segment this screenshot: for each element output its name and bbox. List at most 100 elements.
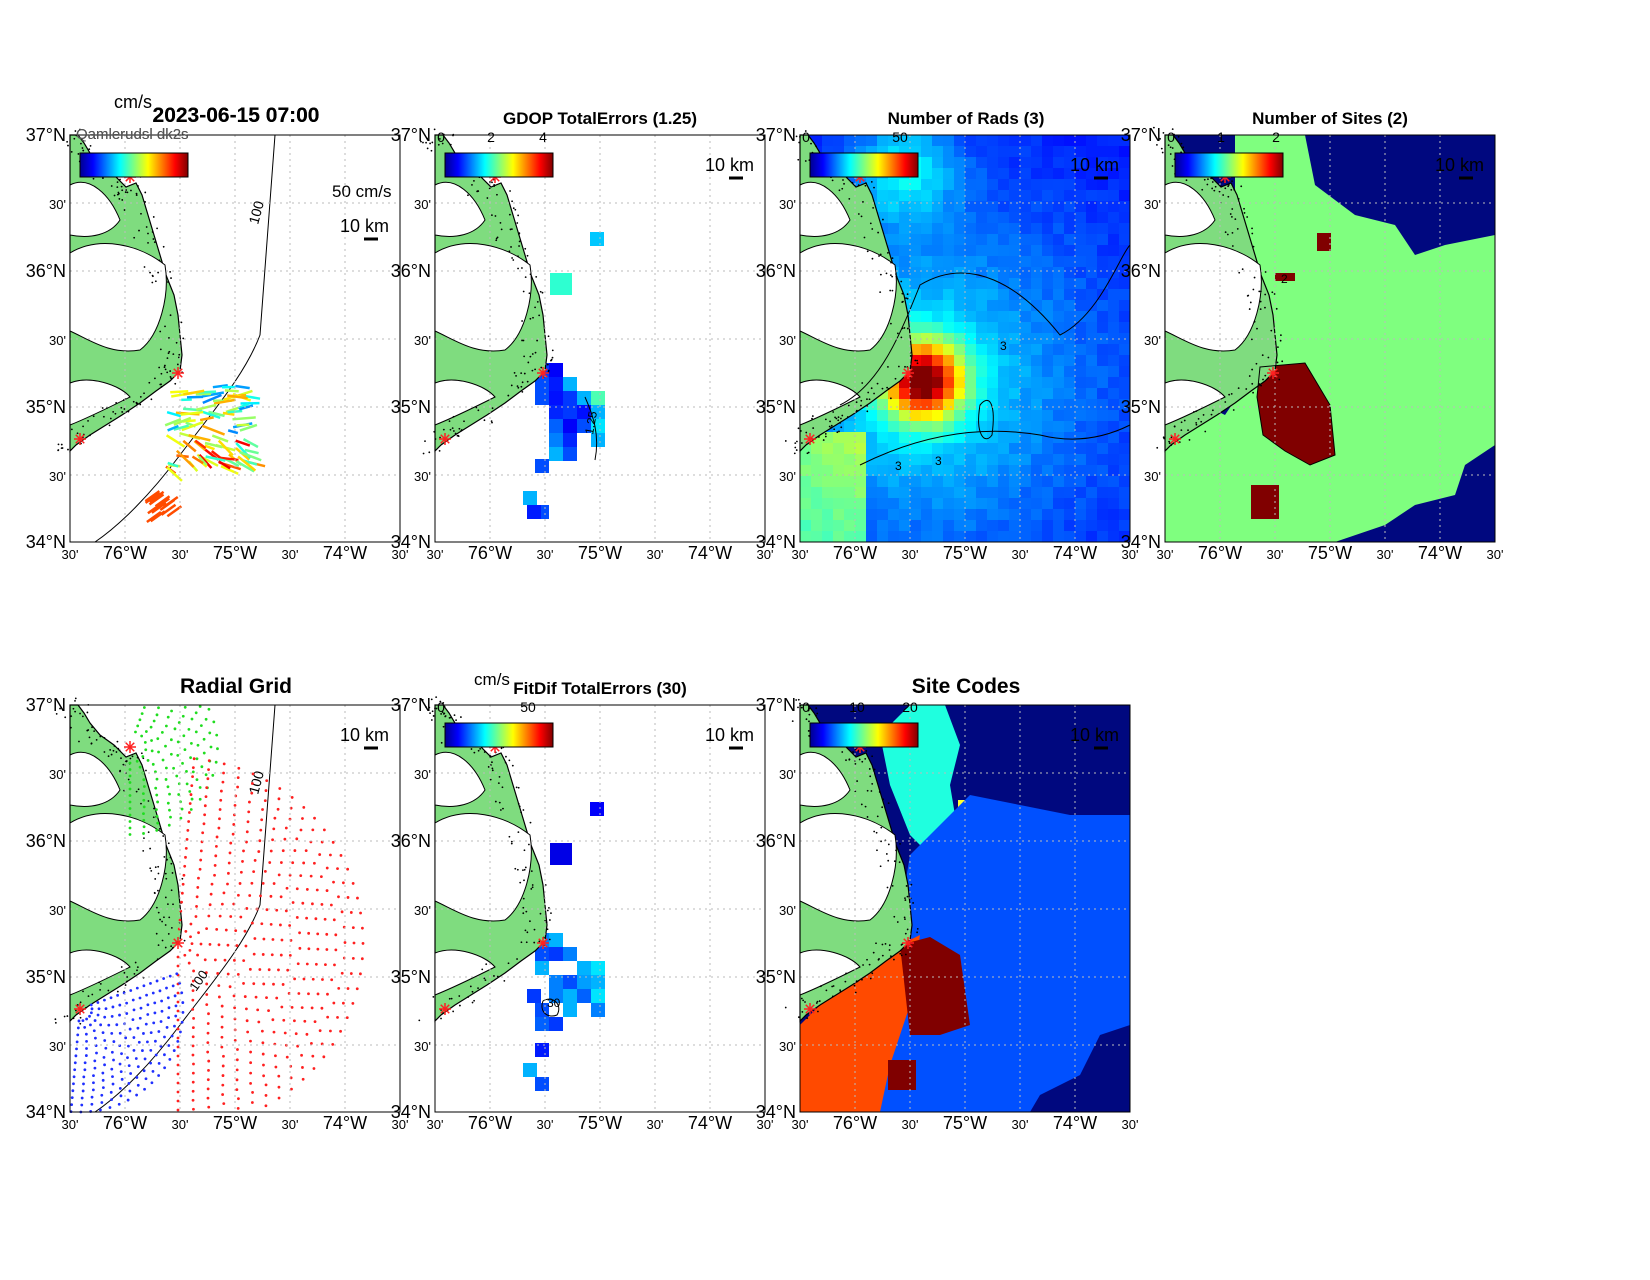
latitude-label: 30' — [1144, 333, 1161, 348]
coast-dot — [167, 903, 169, 905]
coast-dot — [796, 441, 798, 443]
heat-cell — [899, 190, 911, 202]
panel-title: Number of Rads (3) — [888, 109, 1045, 128]
radial-grid-site-2 — [325, 948, 328, 951]
heat-cell — [1053, 234, 1065, 246]
heat-cell — [1009, 300, 1021, 312]
coast-dot — [916, 931, 918, 933]
coast-dot — [806, 1017, 808, 1019]
coast-dot — [418, 1020, 420, 1022]
coast-dot — [1174, 426, 1176, 428]
coast-dot — [856, 410, 858, 412]
coast-dot — [1238, 272, 1240, 274]
heat-cell — [1108, 190, 1120, 202]
radial-grid-site-1 — [191, 798, 194, 801]
coast-dot — [1231, 393, 1233, 395]
coast-dot — [871, 783, 873, 785]
heat-cell — [1064, 476, 1076, 488]
heat-cell — [976, 509, 988, 521]
heat-cell — [1108, 179, 1120, 191]
coast-dot — [914, 360, 916, 362]
coast-dot — [1254, 277, 1256, 279]
coast-dot — [115, 402, 117, 404]
radial-grid-site-2 — [237, 1097, 240, 1100]
radial-grid-site-3 — [128, 1064, 131, 1067]
coast-dot — [154, 878, 156, 880]
heat-cell — [1086, 355, 1098, 367]
heat-cell — [976, 421, 988, 433]
heat-cell — [1031, 135, 1043, 147]
radial-grid-site-3 — [96, 1001, 99, 1004]
coast-dot — [1200, 421, 1202, 423]
heat-cell — [833, 476, 845, 488]
heat-cell — [1119, 179, 1131, 191]
heat-cell — [932, 399, 944, 411]
heat-cell — [1053, 498, 1065, 510]
scale-bar-label: 10 km — [340, 725, 389, 745]
coast-dot — [119, 749, 121, 751]
radial-grid-site-2 — [274, 1054, 277, 1057]
coast-dot — [471, 748, 473, 750]
coast-dot — [1230, 189, 1232, 191]
coast-dot — [1182, 147, 1184, 149]
coast-dot — [528, 844, 530, 846]
radar-site-marker — [172, 367, 184, 379]
radial-grid-site-2 — [191, 1008, 194, 1011]
coast-dot — [439, 450, 441, 452]
radial-grid-site-2 — [183, 865, 186, 868]
heat-cell — [921, 443, 933, 455]
pamlico-sound — [800, 244, 896, 351]
coast-dot — [901, 293, 903, 295]
radial-grid-site-2 — [292, 901, 295, 904]
heat-cell — [888, 487, 900, 499]
coast-dot — [431, 698, 433, 700]
radial-grid-site-2 — [356, 897, 359, 900]
heat-cell — [1119, 157, 1131, 169]
heat-cell — [910, 454, 922, 466]
coast-dot — [115, 413, 117, 415]
radial-grid-site-3 — [135, 1057, 138, 1060]
coast-dot — [785, 1007, 787, 1009]
coast-dot — [170, 857, 172, 859]
error-cell — [563, 377, 577, 391]
heat-cell — [965, 322, 977, 334]
error-cell — [563, 433, 577, 447]
heat-cell — [976, 531, 988, 543]
radial-grid-site-3 — [163, 1066, 166, 1069]
heat-cell — [1031, 443, 1043, 455]
coast-dot — [517, 215, 519, 217]
heat-cell — [1075, 498, 1087, 510]
coast-dot — [508, 962, 510, 964]
heat-cell — [1064, 300, 1076, 312]
latitude-label: 34°N — [391, 532, 431, 552]
radial-grid-site-3 — [71, 1089, 74, 1092]
error-cell — [591, 391, 605, 405]
coast-dot — [169, 370, 171, 372]
heat-cell — [899, 498, 911, 510]
coast-dot — [452, 427, 454, 429]
heat-cell — [1064, 267, 1076, 279]
pamlico-sound — [800, 814, 896, 921]
radial-grid-site-2 — [261, 808, 264, 811]
heat-cell — [1108, 498, 1120, 510]
radial-grid-site-2 — [295, 1032, 298, 1035]
coast-dot — [1211, 188, 1213, 190]
latitude-label: 30' — [779, 197, 796, 212]
heat-cell — [1053, 223, 1065, 235]
radial-grid-site-3 — [129, 1028, 132, 1031]
coast-dot — [530, 888, 532, 890]
coast-dot — [80, 1001, 82, 1003]
radial-grid-site-2 — [266, 908, 269, 911]
heat-cell — [888, 212, 900, 224]
radial-grid-site-2 — [257, 1021, 260, 1024]
heat-cell — [1009, 168, 1021, 180]
coast-dot — [158, 912, 160, 914]
heat-cell — [1009, 344, 1021, 356]
coast-dot — [534, 369, 536, 371]
heat-cell — [954, 377, 966, 389]
latitude-label: 30' — [779, 333, 796, 348]
heat-cell — [987, 289, 999, 301]
radial-grid-site-2 — [192, 1026, 195, 1029]
heat-cell — [954, 443, 966, 455]
error-cell — [563, 989, 577, 1003]
